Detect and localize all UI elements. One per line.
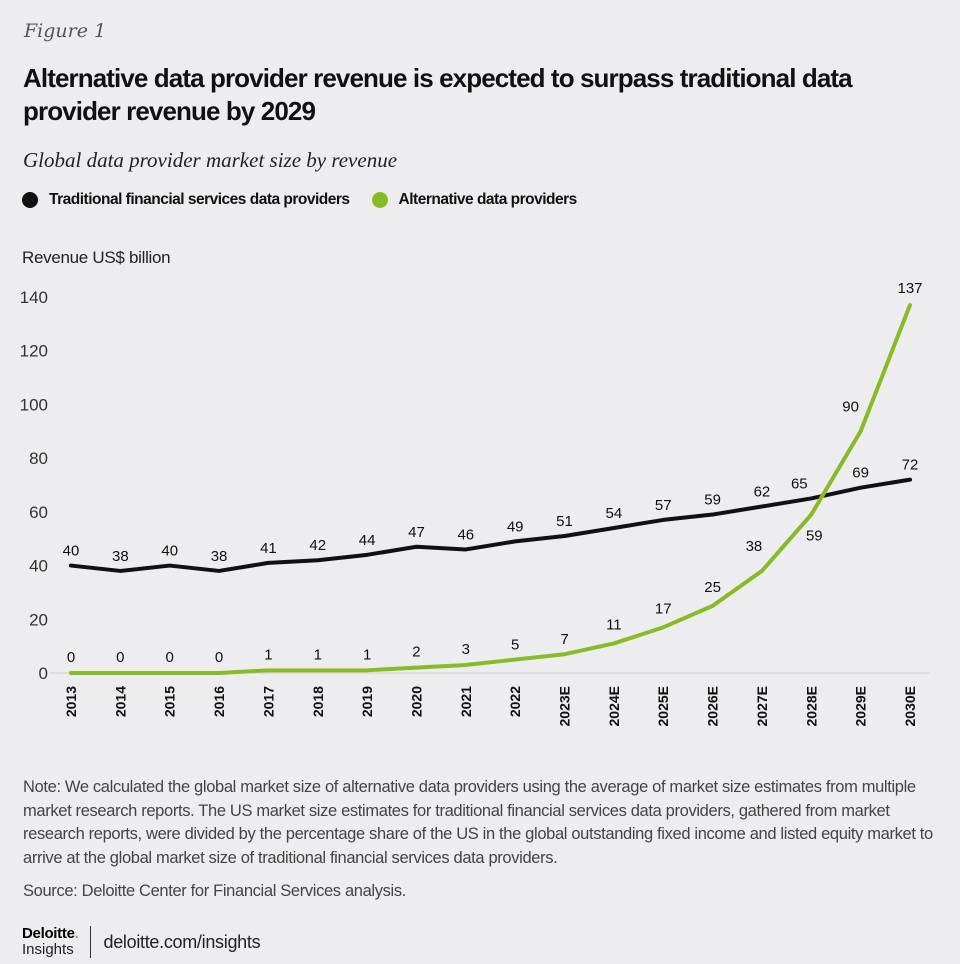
data-label-traditional: 65 <box>791 475 808 492</box>
y-tick-label: 80 <box>29 449 48 468</box>
x-tick-label: 2029E <box>853 686 869 726</box>
data-label-traditional: 51 <box>556 513 573 530</box>
footer-divider <box>90 926 92 958</box>
x-tick-label: 2019 <box>359 686 375 717</box>
x-tick-label: 2024E <box>606 686 622 726</box>
data-label-alternative: 38 <box>746 538 763 555</box>
logo-subtitle: Insights <box>22 941 74 958</box>
data-label-traditional: 41 <box>260 540 277 557</box>
y-tick-label: 140 <box>20 288 48 307</box>
data-label-traditional: 57 <box>655 497 672 514</box>
data-label-traditional: 59 <box>704 492 721 509</box>
data-label-traditional: 69 <box>852 465 869 482</box>
legend-item-alternative: Alternative data providers <box>371 191 578 209</box>
data-label-traditional: 47 <box>408 524 425 541</box>
legend-dot-alternative-icon <box>371 192 388 208</box>
x-tick-label: 2015 <box>162 686 178 717</box>
x-tick-label: 2016 <box>211 686 227 717</box>
x-tick-label: 2014 <box>112 686 128 717</box>
legend-label-traditional: Traditional financial services data prov… <box>49 191 350 208</box>
deloitte-insights-logo: Deloitte. Insights <box>22 925 79 958</box>
series-line-alternative <box>69 303 912 675</box>
data-label-traditional: 72 <box>902 457 919 474</box>
data-label-alternative: 0 <box>166 649 174 666</box>
data-label-alternative: 17 <box>655 600 672 617</box>
data-label-traditional: 38 <box>211 548 228 565</box>
data-label-traditional: 62 <box>754 483 771 500</box>
data-label-alternative: 0 <box>116 649 124 666</box>
chart-title: Alternative data provider revenue is exp… <box>23 63 853 126</box>
data-label-traditional: 42 <box>309 537 326 554</box>
x-tick-label: 2022 <box>507 686 523 717</box>
footer: Deloitte. Insights deloitte.com/insights <box>22 925 261 958</box>
data-label-traditional: 40 <box>161 543 178 560</box>
y-tick-label: 120 <box>20 342 48 361</box>
data-label-alternative: 59 <box>806 528 823 545</box>
data-label-alternative: 1 <box>264 646 272 663</box>
data-label-alternative: 2 <box>412 644 420 661</box>
data-label-traditional: 38 <box>112 548 129 565</box>
y-tick-label: 60 <box>29 503 48 522</box>
data-label-traditional: 54 <box>606 505 623 522</box>
legend-item-traditional: Traditional financial services data prov… <box>22 191 350 209</box>
data-label-alternative: 137 <box>897 280 922 297</box>
chart-source: Source: Deloitte Center for Financial Se… <box>23 882 406 900</box>
data-label-traditional: 40 <box>63 543 80 560</box>
data-label-alternative: 0 <box>67 649 75 666</box>
x-tick-label: 2027E <box>754 686 770 726</box>
x-tick-label: 2026E <box>705 686 721 726</box>
x-tick-label: 2028E <box>803 686 819 726</box>
data-label-alternative: 1 <box>363 646 371 663</box>
data-label-traditional: 49 <box>507 518 524 535</box>
footer-url-link[interactable]: deloitte.com/insights <box>103 931 261 952</box>
chart-subtitle: Global data provider market size by reve… <box>23 148 398 172</box>
series-line-traditional <box>69 477 912 573</box>
x-tick-label: 2021 <box>458 686 474 717</box>
data-label-alternative: 25 <box>704 579 721 596</box>
x-tick-label: 2030E <box>902 686 918 726</box>
legend-label-alternative: Alternative data providers <box>398 191 578 208</box>
logo-wordmark: Deloitte <box>22 925 75 942</box>
x-axis-ticks: 2013 2014 2015 2016 2017 2018 2019 2020 2021 2022… <box>63 686 918 727</box>
x-tick-label: 2013 <box>63 686 79 717</box>
x-tick-label: 2020 <box>408 686 424 717</box>
figure-label: Figure 1 <box>24 20 107 42</box>
data-label-traditional: 46 <box>457 526 474 543</box>
x-tick-label: 2018 <box>310 686 326 717</box>
legend-dot-traditional-icon <box>22 192 38 208</box>
data-label-traditional: 44 <box>359 532 376 549</box>
y-axis-label: Revenue US$ billion <box>22 248 171 267</box>
y-tick-label: 40 <box>29 557 48 576</box>
data-label-alternative: 11 <box>606 616 622 633</box>
x-tick-label: 2025E <box>655 686 671 726</box>
data-label-alternative: 0 <box>215 649 223 666</box>
y-tick-label: 100 <box>20 395 48 414</box>
data-label-alternative: 90 <box>842 398 859 415</box>
y-tick-label: 0 <box>39 664 48 683</box>
legend: Traditional financial services data prov… <box>22 191 599 209</box>
data-label-alternative: 5 <box>511 637 519 654</box>
x-tick-label: 2017 <box>260 686 276 717</box>
data-label-alternative: 1 <box>314 646 322 663</box>
data-label-alternative: 3 <box>462 641 470 658</box>
chart-note: Note: We calculated the global market si… <box>23 778 933 867</box>
x-tick-label: 2023E <box>557 686 573 726</box>
series-lines <box>69 303 912 675</box>
y-axis-ticks: 0 20 40 60 80 100 120 140 <box>20 288 48 683</box>
logo-dot: . <box>74 925 79 942</box>
y-tick-label: 20 <box>29 610 48 629</box>
data-label-alternative: 7 <box>560 631 568 648</box>
